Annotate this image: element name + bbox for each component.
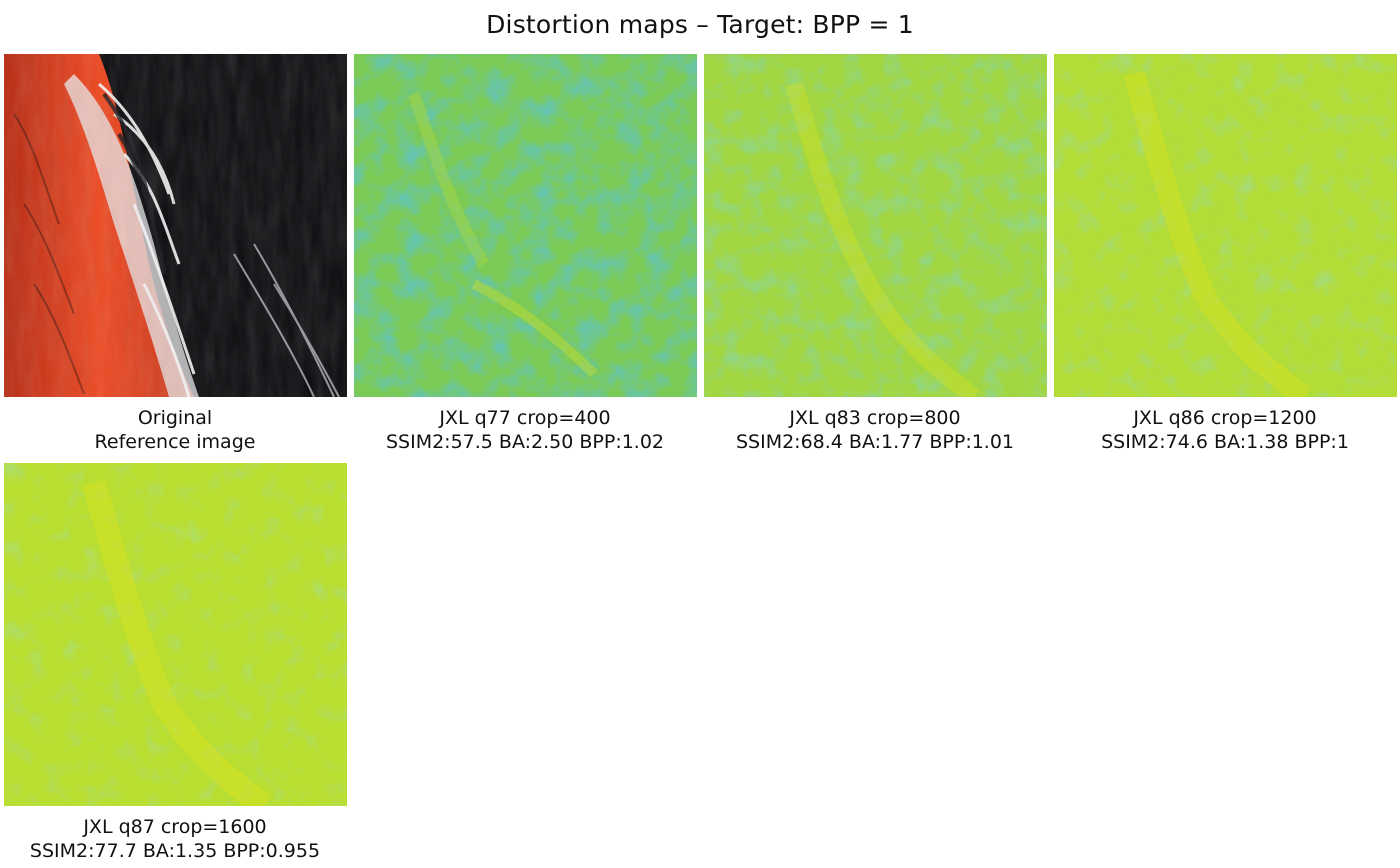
- q77-caption-line1: JXL q77 crop=400: [439, 407, 611, 429]
- q87-caption-line2: SSIM2:77.7 BA:1.35 BPP:0.955: [29, 840, 321, 862]
- original-caption-line1: Original: [137, 407, 213, 429]
- q86-caption-line2: SSIM2:74.6 BA:1.38 BPP:1: [1101, 431, 1349, 453]
- distortion-map-q86-render: [1054, 54, 1397, 397]
- q83-caption: JXL q83 crop=800 SSIM2:68.4 BA:1.77 BPP:…: [700, 406, 1050, 454]
- q77-caption-line2: SSIM2:57.5 BA:2.50 BPP:1.02: [385, 431, 665, 453]
- original-image: [4, 54, 347, 397]
- figure-title: Distortion maps – Target: BPP = 1: [486, 10, 914, 39]
- original-caption: Original Reference image: [0, 406, 350, 454]
- q83-caption-line1: JXL q83 crop=800: [789, 407, 961, 429]
- q77-caption: JXL q77 crop=400 SSIM2:57.5 BA:2.50 BPP:…: [350, 406, 700, 454]
- original-caption-line2: Reference image: [94, 431, 256, 453]
- q87-caption: JXL q87 crop=1600 SSIM2:77.7 BA:1.35 BPP…: [0, 815, 350, 863]
- distortion-map-q87: [4, 463, 347, 806]
- q86-caption-line1: JXL q86 crop=1200: [1133, 407, 1317, 429]
- original-image-render: [4, 54, 347, 397]
- distortion-map-q83-render: [704, 54, 1047, 397]
- distortion-map-q77-render: [354, 54, 697, 397]
- q83-caption-line2: SSIM2:68.4 BA:1.77 BPP:1.01: [735, 431, 1015, 453]
- distortion-map-q83: [704, 54, 1047, 397]
- distortion-map-q77: [354, 54, 697, 397]
- distortion-map-q86: [1054, 54, 1397, 397]
- q86-caption: JXL q86 crop=1200 SSIM2:74.6 BA:1.38 BPP…: [1050, 406, 1400, 454]
- q87-caption-line1: JXL q87 crop=1600: [83, 816, 267, 838]
- distortion-map-q87-render: [4, 463, 347, 806]
